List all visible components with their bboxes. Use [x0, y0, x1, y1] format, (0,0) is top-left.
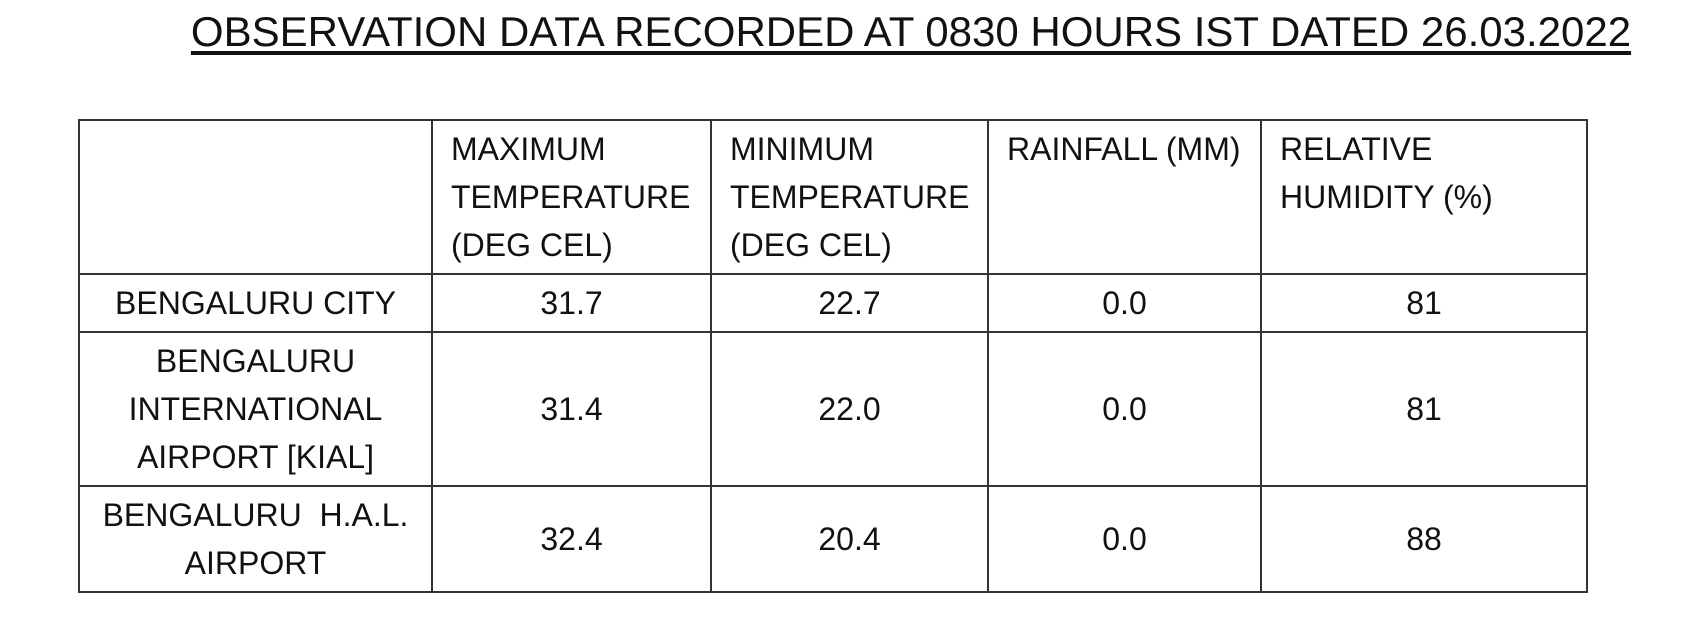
value-cell: 22.7 — [710, 273, 989, 333]
value-cell: 81 — [1260, 273, 1588, 333]
table-row: BENGALURU CITY 31.7 22.7 0.0 81 — [78, 273, 1588, 333]
value-cell: 20.4 — [710, 485, 989, 593]
header-row: MAXIMUM TEMPERATURE (DEG CEL) MINIMUM TEM… — [78, 119, 1588, 275]
value-cell: 31.7 — [431, 273, 712, 333]
table-row: BENGALURU INTERNATIONAL AIRPORT [KIAL] 31… — [78, 331, 1588, 487]
value-cell: 0.0 — [987, 485, 1262, 593]
value-cell: 22.0 — [710, 331, 989, 487]
value-cell: 88 — [1260, 485, 1588, 593]
value-cell: 0.0 — [987, 273, 1262, 333]
header-cell: RAINFALL (MM) — [987, 119, 1262, 275]
observation-table: MAXIMUM TEMPERATURE (DEG CEL) MINIMUM TEM… — [78, 119, 1588, 593]
station-cell: BENGALURU CITY — [78, 273, 433, 333]
value-cell: 0.0 — [987, 331, 1262, 487]
header-cell: MAXIMUM TEMPERATURE (DEG CEL) — [431, 119, 712, 275]
station-cell: BENGALURU INTERNATIONAL AIRPORT [KIAL] — [78, 331, 433, 487]
header-cell: RELATIVE HUMIDITY (%) — [1260, 119, 1588, 275]
value-cell: 81 — [1260, 331, 1588, 487]
station-cell: BENGALURU H.A.L. AIRPORT — [78, 485, 433, 593]
table-row: BENGALURU H.A.L. AIRPORT 32.4 20.4 0.0 88 — [78, 485, 1588, 593]
table-body: BENGALURU CITY 31.7 22.7 0.0 81 BENGALURU INT… — [78, 273, 1588, 593]
value-cell: 32.4 — [431, 485, 712, 593]
header-cell — [78, 119, 433, 275]
header-cell: MINIMUM TEMPERATURE (DEG CEL) — [710, 119, 989, 275]
value-cell: 31.4 — [431, 331, 712, 487]
title: OBSERVATION DATA RECORDED AT 0830 HOURS … — [190, 8, 1632, 55]
